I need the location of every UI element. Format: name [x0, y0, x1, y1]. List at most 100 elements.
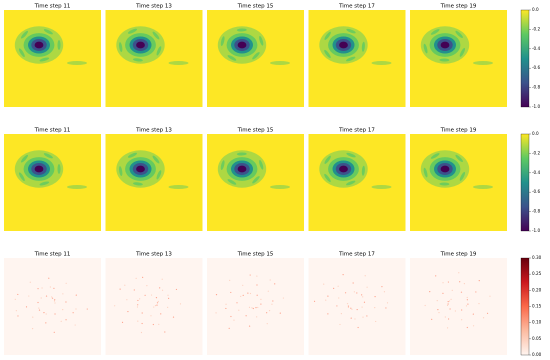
colorbar-tick-label: 0.0	[532, 7, 539, 12]
speckle	[37, 301, 39, 304]
speckle	[225, 303, 227, 305]
speckle	[215, 294, 218, 296]
panel-title: Time step 11	[34, 252, 71, 258]
speckle	[249, 274, 251, 276]
swirl	[57, 40, 61, 50]
heatmap-panel	[207, 258, 304, 355]
swirl	[473, 185, 493, 189]
swirl	[430, 153, 440, 159]
speckle	[54, 299, 56, 301]
speckle	[152, 323, 154, 326]
colorbar-tick-label: 0.0	[532, 131, 539, 136]
speckle	[257, 306, 259, 309]
speckle	[350, 307, 352, 309]
speckle	[240, 295, 242, 297]
colorbar-tick-label: 0.20	[532, 287, 542, 292]
speckle	[25, 306, 28, 308]
speckle	[385, 307, 387, 309]
swirl	[459, 47, 466, 57]
swirl	[270, 61, 290, 65]
speckle	[32, 316, 34, 318]
colorbar-tick-label: 0.30	[532, 255, 542, 260]
speckle	[230, 315, 232, 318]
speckle	[150, 315, 152, 317]
colorbar-tick-label: -0.4	[532, 46, 541, 51]
swirl	[324, 155, 331, 164]
speckle	[155, 296, 158, 299]
swirl	[270, 185, 290, 189]
speckle	[436, 300, 438, 302]
speckle	[482, 317, 485, 319]
speckle	[444, 316, 446, 318]
speckle	[157, 300, 159, 303]
speckle	[156, 304, 158, 306]
speckle	[450, 298, 452, 300]
speckle	[327, 295, 329, 297]
speckle	[381, 286, 383, 288]
speckle	[256, 316, 258, 318]
speckle	[460, 291, 463, 293]
speckle	[86, 308, 88, 310]
colorbar-tick-label: -0.4	[532, 170, 541, 175]
swirl	[324, 49, 331, 59]
swirl	[168, 61, 189, 65]
speckle	[49, 286, 51, 288]
speckle	[463, 283, 465, 285]
colorbar-tick-label: -0.8	[532, 209, 541, 214]
speckle	[256, 294, 258, 296]
speckle	[475, 291, 477, 293]
speckle	[429, 291, 431, 293]
colorbar-tick-label: -1.0	[532, 104, 541, 109]
speckle	[252, 307, 254, 310]
speckle	[124, 284, 126, 286]
swirl	[18, 48, 25, 58]
speckle	[354, 318, 356, 320]
speckle	[255, 306, 257, 309]
swirl	[119, 166, 123, 177]
speckle	[357, 326, 359, 329]
swirl	[18, 172, 25, 182]
speckle	[268, 310, 271, 312]
speckle	[489, 295, 491, 297]
speckle	[466, 299, 468, 301]
speckle	[230, 291, 232, 294]
panel-title: Time step 15	[237, 252, 274, 258]
vortex	[339, 41, 348, 49]
speckle	[313, 300, 316, 302]
speckle	[65, 301, 67, 303]
speckle	[228, 327, 230, 329]
speckle	[142, 276, 144, 278]
speckle	[374, 306, 376, 309]
speckle	[74, 324, 76, 326]
speckle	[366, 286, 368, 288]
swirl	[439, 58, 450, 62]
speckle	[442, 292, 444, 295]
vortex	[136, 41, 145, 49]
colorbar-tick-label: 0.15	[532, 304, 542, 309]
speckle	[478, 280, 480, 282]
speckle	[38, 309, 41, 311]
swirl	[236, 152, 247, 156]
speckle	[448, 318, 450, 320]
speckle	[126, 299, 128, 301]
speckle	[54, 302, 56, 304]
speckle	[339, 323, 341, 326]
speckle	[486, 312, 489, 314]
swirl	[473, 61, 493, 65]
speckle	[45, 313, 47, 315]
speckle	[168, 297, 170, 299]
speckle	[361, 306, 363, 308]
speckle	[437, 309, 439, 311]
speckle	[40, 297, 42, 299]
speckle	[139, 298, 141, 300]
speckle	[54, 313, 56, 315]
colorbar-tick-label: -0.8	[532, 85, 541, 90]
speckle	[351, 308, 353, 310]
speckle	[266, 323, 268, 325]
speckle	[75, 294, 77, 296]
speckle	[51, 296, 53, 298]
speckle	[245, 315, 247, 317]
swirl	[168, 185, 189, 189]
speckle	[137, 299, 139, 302]
